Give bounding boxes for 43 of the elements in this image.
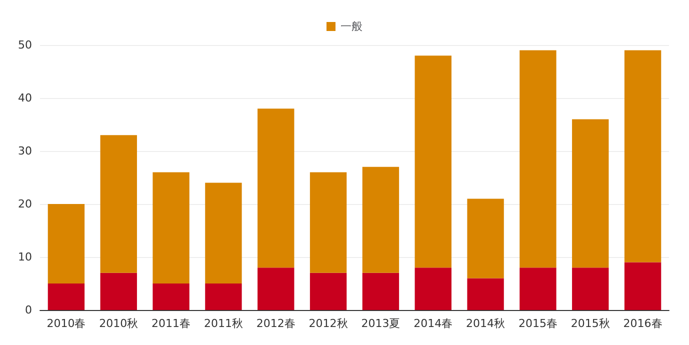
bar [467, 278, 504, 310]
x-tick-label: 2010秋 [99, 317, 138, 330]
bar [100, 135, 137, 273]
bar [310, 172, 347, 273]
bar [414, 56, 452, 268]
bar [467, 198, 504, 278]
legend-label: 一般 [340, 20, 362, 33]
bar [362, 272, 400, 310]
bar [152, 284, 190, 310]
x-tick-label: 2015秋 [570, 317, 610, 330]
x-tick-label: 2010春 [46, 317, 86, 330]
bar [572, 268, 609, 310]
y-tick-label: 40 [18, 92, 32, 104]
x-tick-label: 2013夏 [361, 317, 400, 330]
y-tick-label: 0 [25, 304, 32, 316]
y-tick-label: 10 [18, 250, 32, 264]
bar [520, 268, 556, 310]
bar [100, 272, 137, 310]
x-tick-label: 2012秋 [308, 317, 348, 330]
y-tick-label: 50 [18, 38, 32, 52]
bar [258, 108, 294, 268]
bar [205, 284, 242, 310]
x-tick-label: 2011春 [152, 317, 191, 330]
x-tick-label: 2011秋 [204, 317, 243, 330]
bar [572, 119, 609, 268]
y-tick-label: 20 [18, 198, 32, 210]
bar [414, 268, 452, 310]
bar [520, 50, 556, 268]
x-tick-label: 2014秋 [466, 317, 506, 330]
bar [152, 172, 190, 284]
bar [310, 272, 347, 310]
bar [624, 262, 662, 310]
x-tick-label: 2016春 [623, 317, 662, 330]
bar [205, 182, 242, 284]
x-tick-label: 2015春 [518, 317, 558, 330]
y-tick-label: 30 [18, 144, 32, 158]
bar [258, 268, 294, 310]
bar [48, 204, 85, 284]
bar [624, 50, 662, 262]
x-tick-label: 2012春 [256, 317, 296, 330]
bar [48, 284, 85, 310]
bar [362, 166, 400, 273]
x-tick-label: 2014春 [414, 317, 453, 330]
